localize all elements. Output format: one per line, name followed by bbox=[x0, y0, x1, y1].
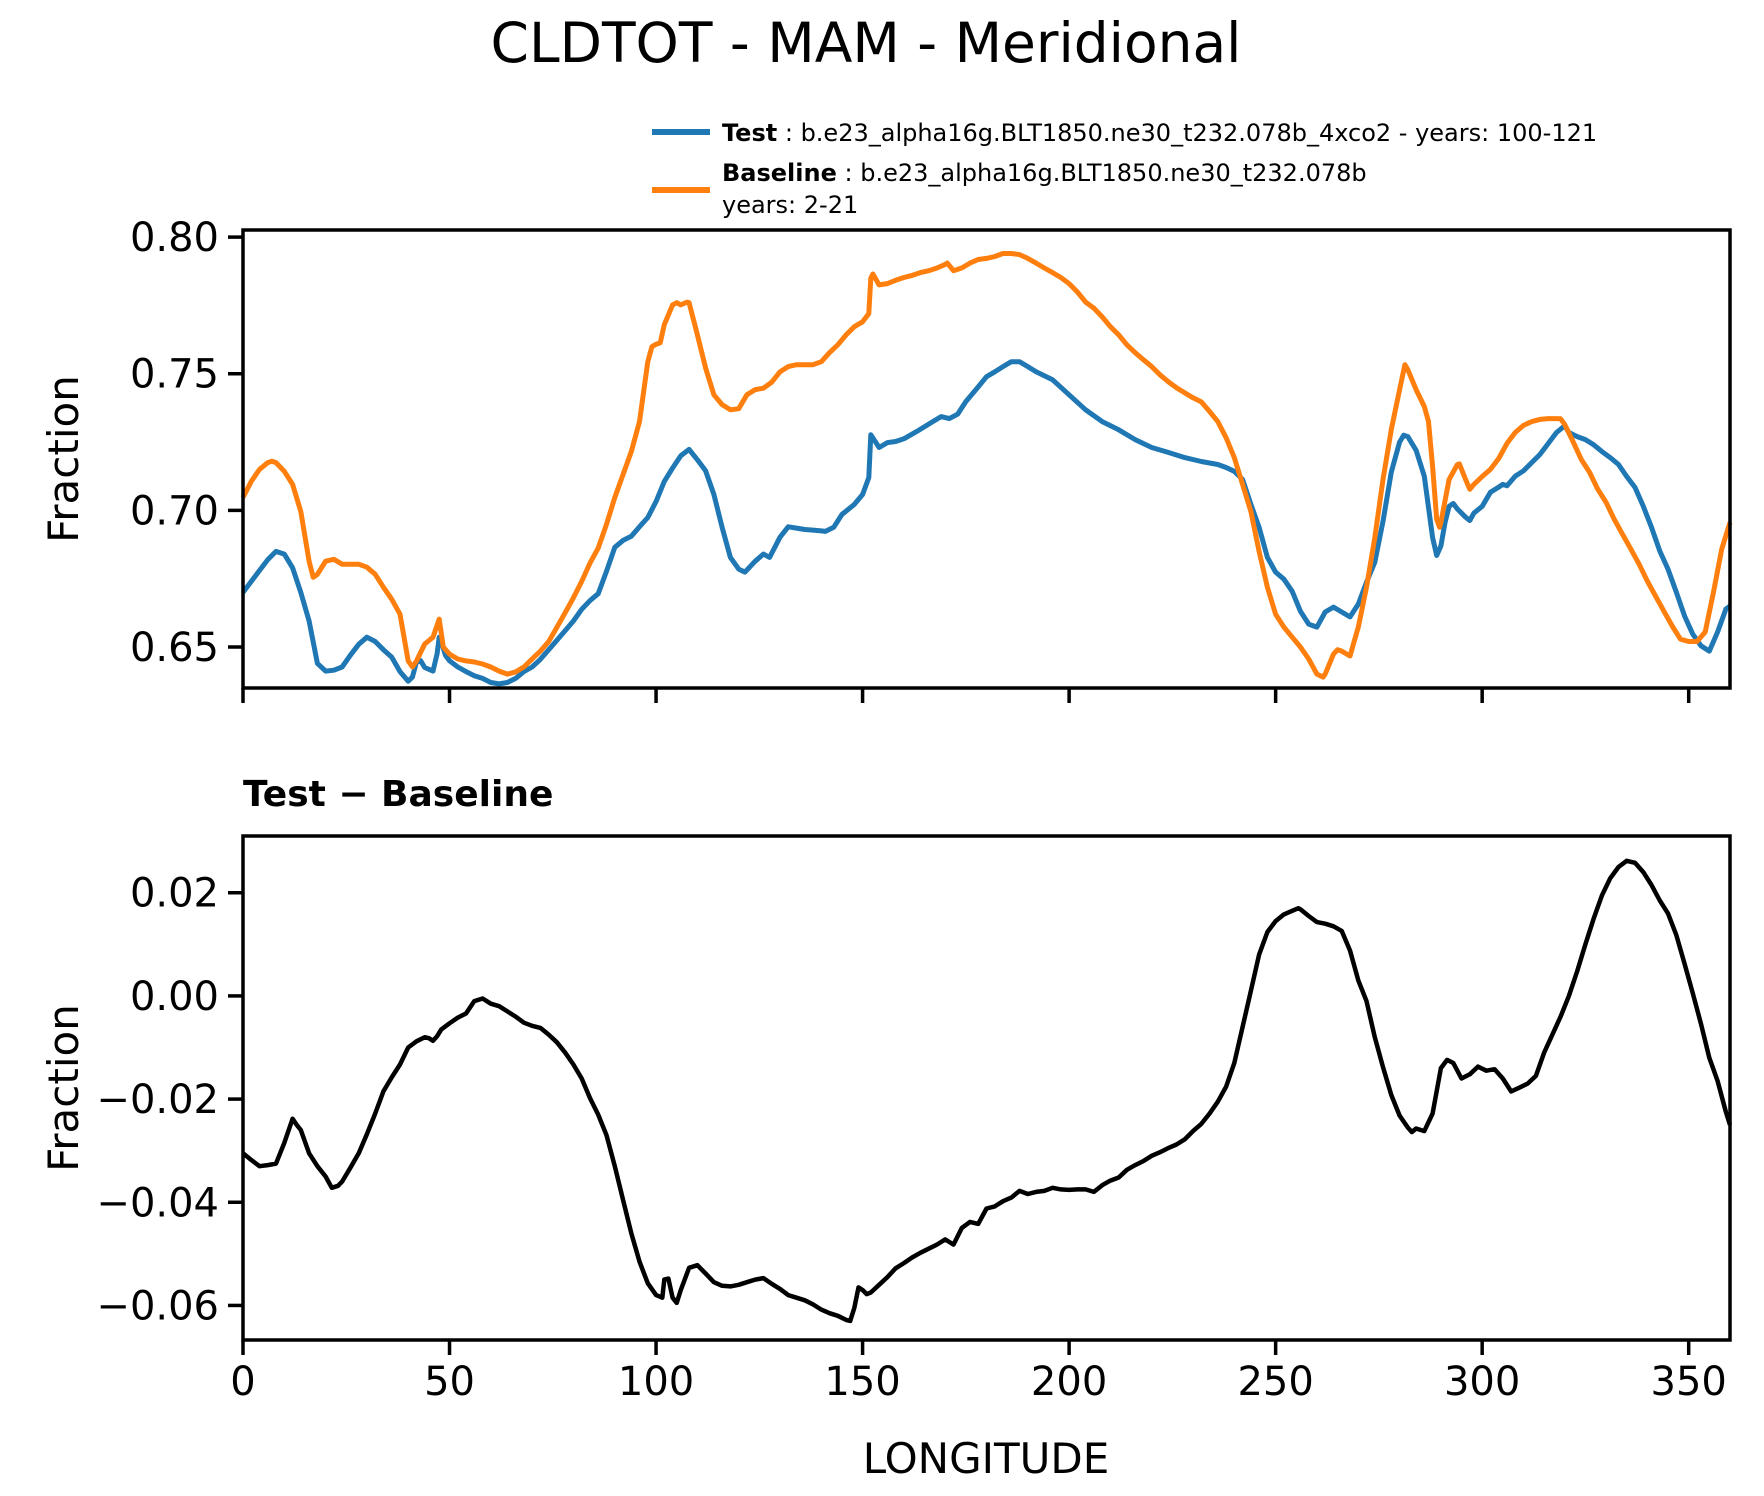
chart-title: CLDTOT - MAM - Meridional bbox=[491, 11, 1242, 75]
legend-label-test-name: Test bbox=[722, 119, 777, 147]
x-tick-label: 200 bbox=[1031, 1359, 1107, 1405]
x-tick-label: 300 bbox=[1444, 1359, 1520, 1405]
y-tick-label: 0.75 bbox=[130, 352, 219, 398]
legend: Test : b.e23_alpha16g.BLT1850.ne30_t232.… bbox=[652, 119, 1597, 219]
panel2-ylabel: Fraction bbox=[39, 1004, 88, 1172]
y-tick-label: −0.04 bbox=[96, 1180, 219, 1226]
x-tick-label: 100 bbox=[618, 1359, 694, 1405]
legend-label-baseline-years: years: 2-21 bbox=[722, 191, 858, 219]
series-test-minus-baseline bbox=[241, 858, 1733, 1324]
x-tick-label: 150 bbox=[824, 1359, 900, 1405]
series-baseline bbox=[240, 251, 1733, 680]
panel1-ylabel: Fraction bbox=[39, 375, 88, 543]
y-tick-label: 0.02 bbox=[130, 871, 219, 917]
legend-label-test-desc: : b.e23_alpha16g.BLT1850.ne30_t232.078b_… bbox=[777, 119, 1597, 147]
y-tick-label: −0.06 bbox=[96, 1283, 219, 1329]
panel-top: 0.65 0.70 0.75 0.80 bbox=[130, 215, 1733, 703]
series-test bbox=[241, 359, 1732, 687]
panel2-xlabel: LONGITUDE bbox=[863, 1434, 1110, 1483]
legend-label-baseline: Baseline : b.e23_alpha16g.BLT1850.ne30_t… bbox=[722, 159, 1367, 187]
legend-label-test: Test : b.e23_alpha16g.BLT1850.ne30_t232.… bbox=[722, 119, 1597, 147]
panel-bottom: 0 50 100 150 200 250 300 350 0.02 0.00 −0.02 −0.04 −… bbox=[96, 834, 1733, 1405]
y-tick-label: −0.02 bbox=[96, 1077, 219, 1123]
x-tick-label: 250 bbox=[1237, 1359, 1313, 1405]
y-tick-label: 0.00 bbox=[130, 974, 219, 1020]
panel2-title: Test − Baseline bbox=[243, 774, 553, 815]
plot-panels: 0.65 0.70 0.75 0.80 0 50 100 150 200 250 300 350 0.0… bbox=[96, 215, 1733, 1405]
legend-label-baseline-name: Baseline bbox=[722, 159, 837, 187]
y-tick-label: 0.70 bbox=[130, 488, 219, 534]
x-tick-label: 0 bbox=[230, 1359, 255, 1405]
y-tick-label: 0.65 bbox=[130, 625, 219, 671]
axes-frame bbox=[241, 834, 1732, 1342]
y-tick-label: 0.80 bbox=[130, 215, 219, 261]
legend-label-baseline-desc: : b.e23_alpha16g.BLT1850.ne30_t232.078b bbox=[837, 159, 1367, 187]
axes-frame bbox=[241, 228, 1732, 690]
x-tick-label: 350 bbox=[1651, 1359, 1727, 1405]
x-tick-label: 50 bbox=[424, 1359, 475, 1405]
